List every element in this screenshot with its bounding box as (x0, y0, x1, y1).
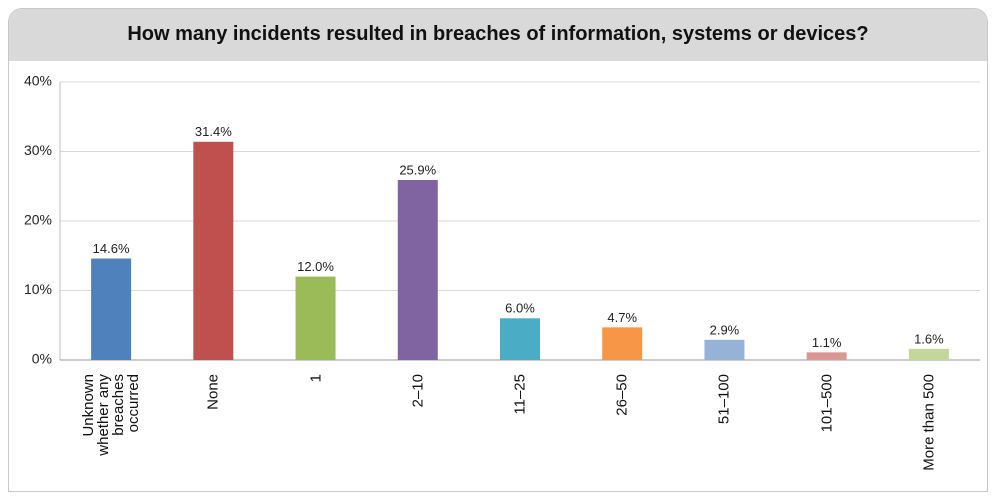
data-label: 1.1% (812, 335, 842, 350)
data-label: 1.6% (914, 331, 944, 346)
y-tick-label: 30% (24, 142, 52, 158)
data-label: 31.4% (195, 124, 232, 139)
data-label: 25.9% (399, 162, 436, 177)
bar (91, 258, 132, 360)
data-label: 14.6% (93, 241, 130, 256)
y-tick-label: 20% (24, 212, 52, 228)
x-tick-label: 101–500 (818, 374, 836, 433)
x-tick-label: 2–10 (409, 374, 427, 408)
x-tick-label: 26–50 (613, 374, 631, 416)
data-label: 4.7% (607, 310, 637, 325)
header-band: How many incidents resulted in breaches … (9, 9, 987, 61)
data-label: 2.9% (710, 322, 740, 337)
y-tick-label: 0% (32, 351, 52, 367)
bar (908, 348, 949, 360)
bar (500, 318, 540, 360)
bar (704, 339, 745, 360)
bar (806, 352, 847, 360)
bar (193, 141, 234, 360)
bar (397, 179, 438, 360)
chart-frame: How many incidents resulted in breaches … (8, 8, 988, 492)
x-tick-label: 51–100 (715, 374, 733, 425)
data-label: 12.0% (297, 259, 334, 274)
chart-title: How many incidents resulted in breaches … (127, 23, 869, 45)
y-tick-label: 10% (24, 281, 52, 297)
data-label: 6.0% (505, 301, 535, 316)
y-tick-label: 40% (24, 73, 52, 89)
bar (295, 276, 336, 360)
x-tick-label: 1 (307, 374, 325, 383)
bar (602, 327, 643, 360)
x-tick-label: Unknown whether any breaches occurred (80, 374, 143, 456)
x-tick-label: 11–25 (511, 374, 529, 415)
x-tick-label: None (204, 374, 222, 410)
x-tick-label: More than 500 (920, 374, 938, 471)
